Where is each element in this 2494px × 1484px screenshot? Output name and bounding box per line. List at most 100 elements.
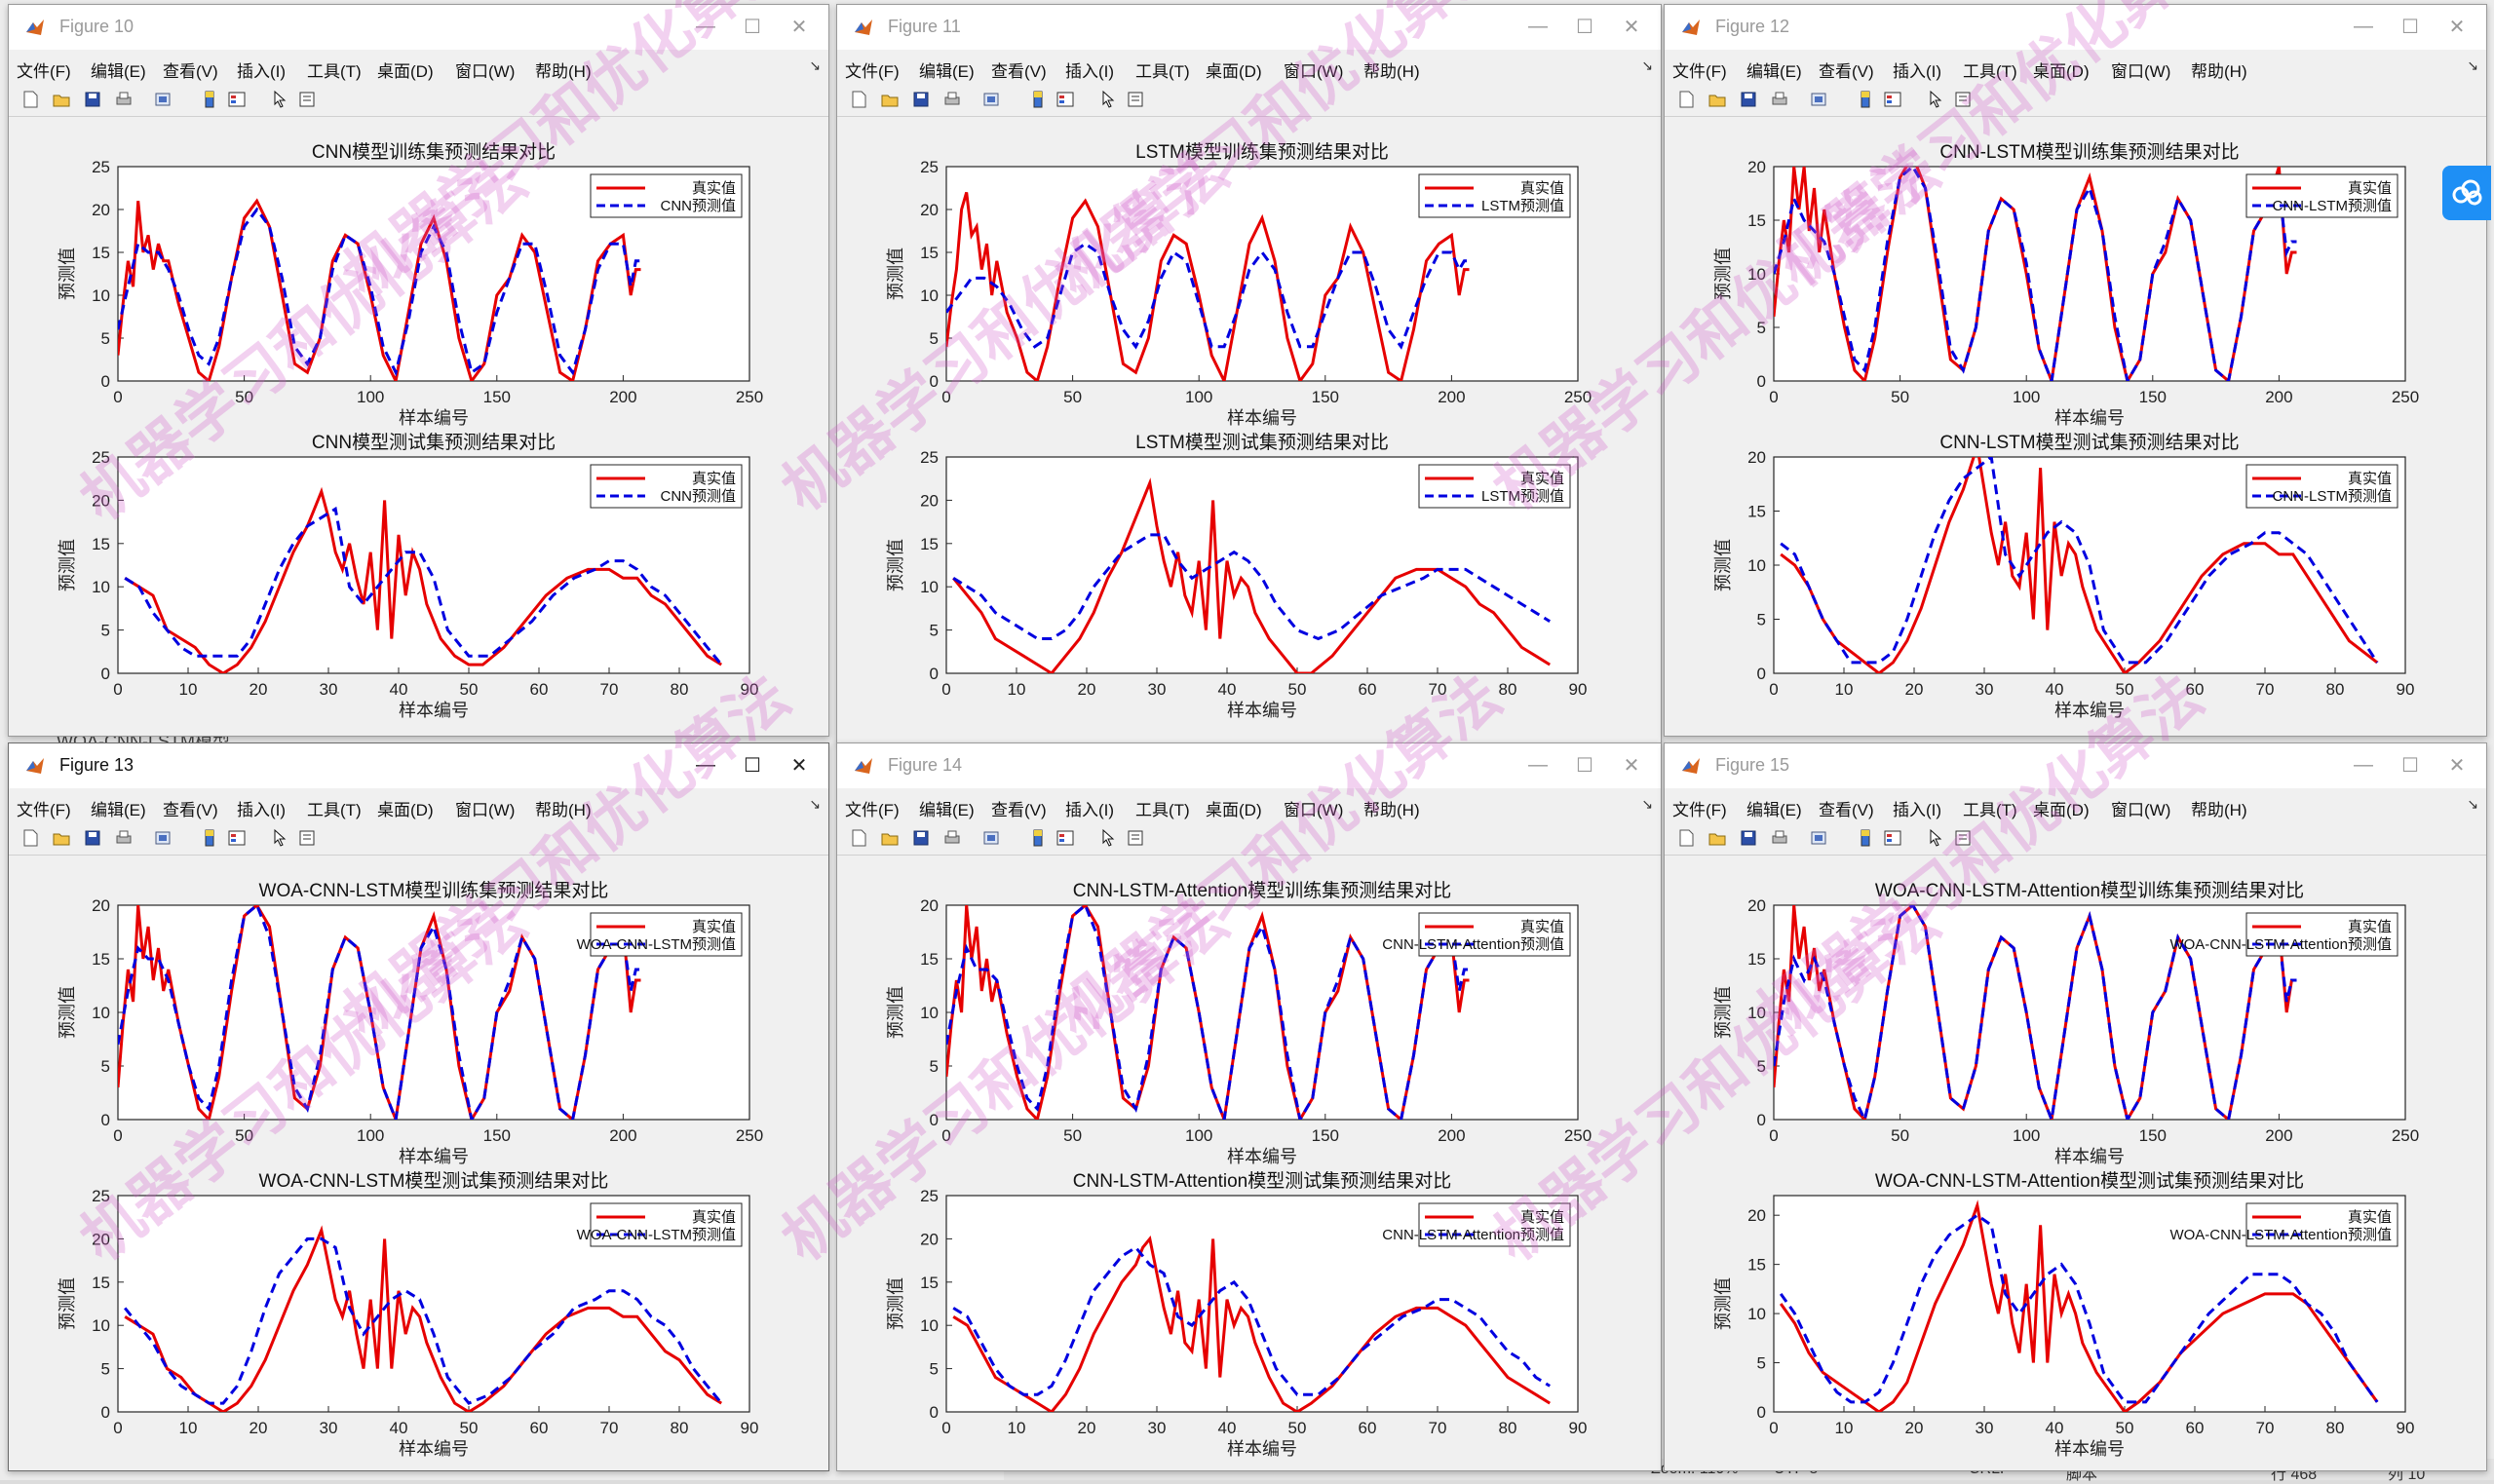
maximize-button[interactable]: ☐ bbox=[731, 11, 774, 42]
maximize-button[interactable]: ☐ bbox=[1563, 11, 1606, 42]
link-icon[interactable] bbox=[981, 90, 1001, 109]
save-icon[interactable] bbox=[83, 90, 102, 109]
menu-item[interactable]: 帮助(H) bbox=[1363, 801, 1420, 819]
save-icon[interactable] bbox=[911, 828, 931, 848]
menu-item[interactable]: 插入(I) bbox=[1893, 801, 1942, 819]
colorbar-icon[interactable] bbox=[1028, 90, 1048, 109]
menu-item[interactable]: 帮助(H) bbox=[535, 801, 592, 819]
title-bar[interactable]: Figure 14 — ☐ ✕ bbox=[837, 743, 1661, 788]
menu-item[interactable]: 帮助(H) bbox=[2191, 801, 2247, 819]
link-icon[interactable] bbox=[981, 828, 1001, 848]
save-icon[interactable] bbox=[83, 828, 102, 848]
axes-1-1[interactable]: LSTM模型测试集预测结果对比 0 10 20 30 40 50 60 70 80 90 0 5 10 15… bbox=[886, 432, 1587, 720]
dock-arrow-icon[interactable]: ↘ bbox=[809, 57, 821, 73]
menu-item[interactable]: 桌面(D) bbox=[2033, 62, 2090, 81]
menu-item[interactable]: 工具(T) bbox=[307, 62, 362, 81]
save-icon[interactable] bbox=[1739, 828, 1758, 848]
save-icon[interactable] bbox=[1739, 90, 1758, 109]
menu-item[interactable]: 桌面(D) bbox=[1206, 62, 1262, 81]
print-icon[interactable] bbox=[1770, 90, 1789, 109]
property-editor-icon[interactable] bbox=[297, 90, 317, 109]
new-figure-icon[interactable] bbox=[1676, 828, 1696, 848]
menu-item[interactable]: 编辑(E) bbox=[1746, 801, 1802, 819]
maximize-button[interactable]: ☐ bbox=[731, 749, 774, 780]
maximize-button[interactable]: ☐ bbox=[1563, 749, 1606, 780]
menu-item[interactable]: 查看(V) bbox=[991, 801, 1047, 819]
menu-item[interactable]: 编辑(E) bbox=[91, 801, 146, 819]
new-figure-icon[interactable] bbox=[20, 828, 40, 848]
print-icon[interactable] bbox=[114, 90, 134, 109]
open-file-icon[interactable] bbox=[880, 828, 900, 848]
menu-item[interactable]: 文件(F) bbox=[845, 801, 900, 819]
menu-item[interactable]: 插入(I) bbox=[1065, 801, 1115, 819]
figure-window[interactable]: Figure 15 — ☐ ✕ 文件(F) 编辑(E) 查看(V) 插入(I) 工具(T) 桌面(… bbox=[1664, 742, 2487, 1471]
legend-icon[interactable] bbox=[227, 90, 247, 109]
cloud-sync-button[interactable] bbox=[2442, 166, 2491, 220]
colorbar-icon[interactable] bbox=[1856, 828, 1875, 848]
menu-item[interactable]: 工具(T) bbox=[1963, 62, 2017, 81]
title-bar[interactable]: Figure 13 — ☐ ✕ bbox=[9, 743, 828, 788]
legend-icon[interactable] bbox=[1883, 90, 1902, 109]
menu-item[interactable]: 帮助(H) bbox=[1363, 62, 1420, 81]
figure-window[interactable]: Figure 10 — ☐ ✕ 文件(F) 编辑(E) 查看(V) 插入(I) 工具(T) 桌面(… bbox=[8, 4, 829, 737]
print-icon[interactable] bbox=[942, 90, 962, 109]
menu-item[interactable]: 文件(F) bbox=[1672, 62, 1727, 81]
open-file-icon[interactable] bbox=[880, 90, 900, 109]
pointer-icon[interactable] bbox=[1098, 90, 1118, 109]
menu-item[interactable]: 查看(V) bbox=[163, 62, 218, 81]
menu-item[interactable]: 编辑(E) bbox=[919, 801, 975, 819]
property-editor-icon[interactable] bbox=[1126, 90, 1145, 109]
figure-window[interactable]: Figure 13 — ☐ ✕ 文件(F) 编辑(E) 查看(V) 插入(I) 工具(T) 桌面(… bbox=[8, 742, 829, 1471]
menu-item[interactable]: 文件(F) bbox=[17, 62, 71, 81]
minimize-button[interactable]: — bbox=[684, 11, 727, 42]
menu-item[interactable]: 查看(V) bbox=[1819, 62, 1874, 81]
print-icon[interactable] bbox=[114, 828, 134, 848]
maximize-button[interactable]: ☐ bbox=[2389, 749, 2432, 780]
menu-item[interactable]: 窗口(W) bbox=[1284, 801, 1344, 819]
new-figure-icon[interactable] bbox=[20, 90, 40, 109]
save-icon[interactable] bbox=[911, 90, 931, 109]
pointer-icon[interactable] bbox=[1926, 90, 1945, 109]
menu-item[interactable]: 窗口(W) bbox=[2111, 62, 2171, 81]
property-editor-icon[interactable] bbox=[1953, 90, 1973, 109]
close-button[interactable]: ✕ bbox=[1610, 11, 1653, 42]
title-bar[interactable]: Figure 10 — ☐ ✕ bbox=[9, 5, 828, 50]
legend-icon[interactable] bbox=[1055, 828, 1075, 848]
close-button[interactable]: ✕ bbox=[778, 11, 821, 42]
menu-item[interactable]: 窗口(W) bbox=[455, 801, 516, 819]
menu-item[interactable]: 编辑(E) bbox=[919, 62, 975, 81]
menu-item[interactable]: 窗口(W) bbox=[2111, 801, 2171, 819]
axes-2-0[interactable]: CNN-LSTM模型训练集预测结果对比 0 50 100 150 200 250 0 5 10 15… bbox=[1713, 141, 2419, 428]
figure-window[interactable]: Figure 11 — ☐ ✕ 文件(F) 编辑(E) 查看(V) 插入(I) 工具(T) 桌面(… bbox=[836, 4, 1662, 744]
menu-item[interactable]: 工具(T) bbox=[1963, 801, 2017, 819]
link-icon[interactable] bbox=[153, 90, 173, 109]
title-bar[interactable]: Figure 12 — ☐ ✕ bbox=[1665, 5, 2486, 50]
property-editor-icon[interactable] bbox=[297, 828, 317, 848]
open-file-icon[interactable] bbox=[1707, 90, 1727, 109]
menu-item[interactable]: 文件(F) bbox=[1672, 801, 1727, 819]
new-figure-icon[interactable] bbox=[1676, 90, 1696, 109]
menu-item[interactable]: 编辑(E) bbox=[1746, 62, 1802, 81]
colorbar-icon[interactable] bbox=[200, 90, 219, 109]
title-bar[interactable]: Figure 11 — ☐ ✕ bbox=[837, 5, 1661, 50]
menu-item[interactable]: 插入(I) bbox=[1893, 62, 1942, 81]
link-icon[interactable] bbox=[1809, 828, 1828, 848]
new-figure-icon[interactable] bbox=[849, 828, 868, 848]
pointer-icon[interactable] bbox=[1098, 828, 1118, 848]
colorbar-icon[interactable] bbox=[1028, 828, 1048, 848]
open-file-icon[interactable] bbox=[1707, 828, 1727, 848]
menu-item[interactable]: 工具(T) bbox=[1135, 801, 1190, 819]
close-button[interactable]: ✕ bbox=[2436, 749, 2478, 780]
dock-arrow-icon[interactable]: ↘ bbox=[2467, 57, 2478, 73]
axes-0-1[interactable]: CNN模型测试集预测结果对比 0 10 20 30 40 50 60 70 80 90 0 5 10 15 2… bbox=[58, 432, 758, 720]
menu-item[interactable]: 插入(I) bbox=[237, 801, 287, 819]
